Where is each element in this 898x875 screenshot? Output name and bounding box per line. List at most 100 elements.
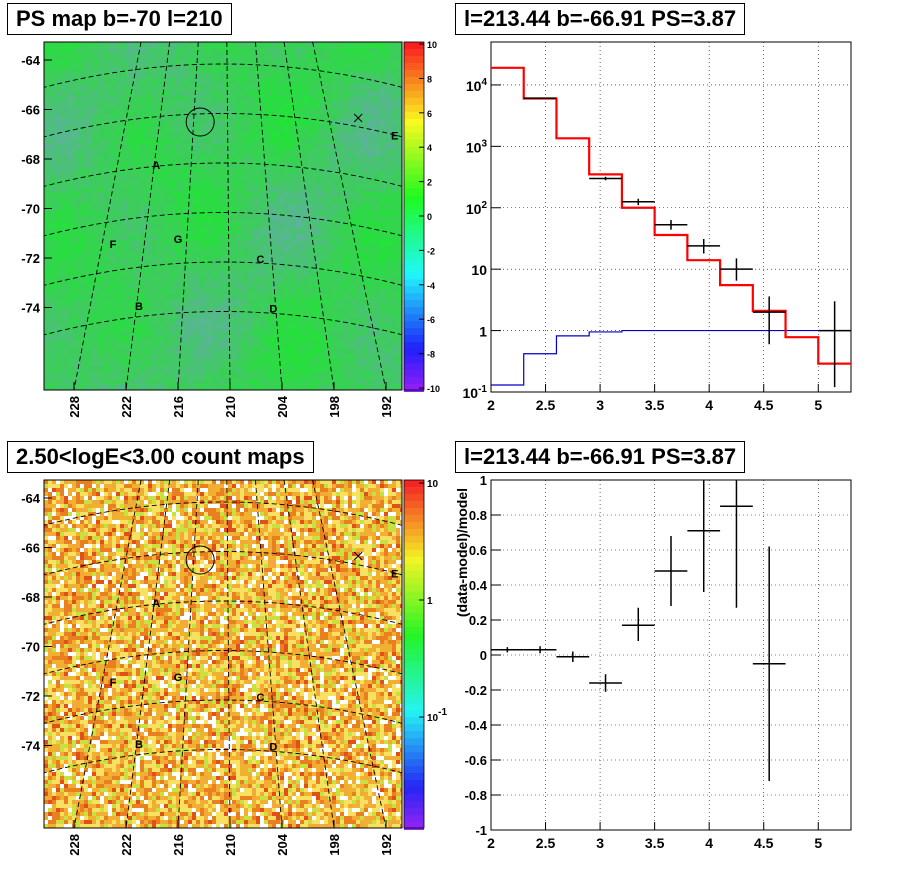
spectrum-title: l=213.44 b=-66.91 PS=3.87 [455,3,746,35]
count-map-colorbar-band [404,654,424,663]
ps-map-colorbar-band [404,48,424,57]
ps-map-colorbar-band [404,188,424,197]
ps-map-xtick-label: 192 [379,396,394,418]
residual-data-point [654,536,688,606]
ps-map-ytick-label: -70 [21,202,40,217]
spectrum-grid [491,42,851,392]
count-map-colorbar-band [404,766,424,775]
ps-map-ytick-label: -74 [21,301,41,316]
ps-map-colorbar-band [404,104,424,113]
ps-map-xtick-label: 210 [223,396,238,418]
ps-map-colorbar-band [404,300,424,309]
ps-map-colorbar-band [404,279,424,288]
count-map-colorbar-band [404,759,424,768]
ps-map-colorbar-tick: -4 [427,281,435,291]
ps-map-xtick-label: 204 [275,395,290,417]
spectrum-xtick-label: 5 [814,397,822,413]
residual-xtick-label: 2 [487,835,495,851]
count-map-marker-f: F [110,677,117,689]
spectrum-xtick-label: 2 [487,397,495,413]
count-map-colorbar-band [404,822,424,830]
count-map-colorbar-band [404,633,424,642]
residual-xtick-label: 4 [705,835,713,851]
ps-map-colorbar-band [404,237,424,246]
count-map-colorbar-band [404,668,424,677]
residual-grid [491,479,851,831]
count-map-colorbar-band [404,780,424,789]
ps-map-colorbar-band [404,363,424,372]
count-map-colorbar-band [404,801,424,810]
count-map-xtick-label: 204 [275,833,290,855]
count-map-colorbar-band [404,626,424,635]
count-map-colorbar-band [404,598,424,607]
residual-ylabel: (data-model)/model [454,488,470,617]
residual-data-point [720,480,753,608]
ps-map-ytick-label: -64 [21,53,41,68]
background-model-line [491,329,851,386]
ps-map-colorbar-band [404,377,424,385]
ps-map-colorbar-band [404,181,424,190]
ps-map-colorbar-band [404,76,424,85]
ps-map-panel: ABCDEFGH-64-66-68-70-72-7422822221621020… [21,40,440,418]
count-map-colorbar-band [404,640,424,649]
ps-map-colorbar-tick: -8 [427,350,435,360]
count-map-title: 2.50<logE<3.00 count maps [7,441,314,473]
residual-ytick-label: 0.4 [469,578,488,593]
spectrum-xtick-label: 3.5 [645,397,665,413]
ps-map-colorbar-band [404,42,424,50]
ps-map-frame [43,41,403,391]
ps-map-colorbar-band [404,307,424,316]
residual-data-point [621,607,655,641]
count-map-xtick-label: 210 [223,834,238,856]
count-map-ytick-label: -74 [21,739,41,754]
ps-map-colorbar-band [404,174,424,183]
spectrum-xtick-label: 2.5 [536,397,556,413]
residual-data-point [523,646,557,654]
ps-map-colorbar-tick: -2 [427,246,435,256]
count-map-colorbar-band [404,535,424,544]
spectrum-xtick-label: 4.5 [754,397,774,413]
count-map-source-circle [185,545,215,575]
spectrum-data-point [720,258,753,281]
count-map-colorbar-band [404,773,424,782]
ps-map-xtick-label: 228 [67,396,82,418]
ps-map-colorbar-band [404,118,424,127]
ps-map-colorbar-tick: -6 [427,315,435,325]
count-map-colorbar-band [404,570,424,579]
count-map-frame [43,479,403,829]
ps-map-colorbar-band [404,251,424,260]
count-map-colorbar-tick: 10-1 [427,707,447,724]
ps-map-title: PS map b=-70 l=210 [7,3,232,35]
count-map-colorbar-band [404,563,424,572]
count-map-colorbar-band [404,584,424,593]
ps-map-colorbar-band [404,153,424,162]
residual-data-point [687,480,721,592]
residual-ytick-label: 0 [480,648,487,663]
ps-map-colorbar-band [404,125,424,134]
residual-ytick-label: 0.8 [469,508,487,523]
count-map-colorbar-band [404,808,424,817]
ps-map-colorbar-band [404,370,424,379]
ps-map-colorbar-band [404,202,424,211]
ps-map-colorbar-band [404,384,424,392]
count-map-colorbar-band [404,542,424,551]
ps-map-xtick-label: 216 [171,396,186,418]
ps-map-colorbar-band [404,293,424,302]
ps-map-colorbar-tick: 0 [427,212,432,222]
count-map-xtick-label: 192 [379,834,394,856]
ps-map-colorbar-band [404,356,424,365]
count-map-colorbar-band [404,528,424,537]
count-map-colorbar-band [404,717,424,726]
residual-data-point [589,674,622,692]
count-map-marker-e: E [391,568,398,580]
count-map-colorbar-band [404,591,424,600]
residual-ytick-label: -0.8 [465,788,487,803]
ps-map-colorbar-band [404,139,424,148]
ps-map-colorbar-band [404,244,424,253]
residual-ytick-label: -0.4 [465,718,488,733]
ps-map-colorbar-band [404,314,424,323]
count-map-ytick-label: -70 [21,640,40,655]
ps-map-colorbar-band [404,286,424,295]
ps-map-colorbar-band [404,111,424,120]
